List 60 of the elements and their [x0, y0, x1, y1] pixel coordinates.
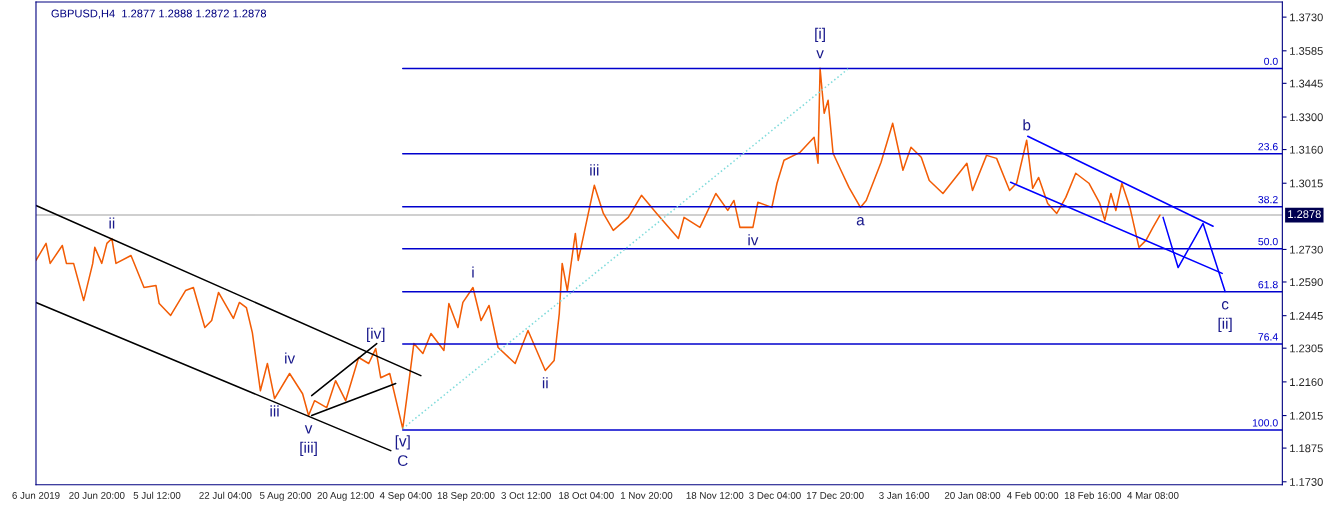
series-label: 23.6: [1258, 142, 1278, 151]
series-label: 61.8: [1258, 280, 1278, 289]
x-tick-label: 4 Feb 00:00: [1006, 491, 1059, 499]
x-tick-label: 18 Nov 12:00: [686, 492, 744, 499]
annotation: a: [856, 217, 865, 226]
x-tick-label: 18 Sep 20:00: [437, 492, 495, 501]
x-tick-label: 4 Sep 04:00: [379, 492, 432, 501]
y-tick-label: 1.1730: [1290, 478, 1323, 486]
annotation: [i]: [815, 27, 825, 43]
x-tick-label: 17 Dec 20:00: [806, 492, 864, 499]
annotation: v: [304, 425, 313, 434]
x-tick-label: 20 Jan 08:00: [944, 492, 1001, 499]
y-tick-label: 1.3585: [1290, 47, 1323, 55]
ref-line-label: 1.2878: [1288, 210, 1321, 219]
annotation: [iv]: [367, 327, 385, 342]
y-tick-label: 1.2160: [1290, 378, 1323, 387]
x-tick-label: 20 Jun 20:00: [69, 492, 125, 499]
y-tick-label: 1.2445: [1290, 311, 1323, 320]
x-tick-label: 22 Jul 04:00: [199, 491, 252, 499]
x-tick-label: 3 Dec 04:00: [749, 492, 801, 499]
annotation: iii: [590, 164, 599, 176]
y-tick-label: 1.3160: [1290, 145, 1323, 154]
series-label: 100.0: [1252, 419, 1278, 427]
x-tick-label: 4 Mar 08:00: [1127, 492, 1179, 499]
x-tick-label: 1 Nov 20:00: [620, 492, 673, 499]
y-tick-label: 1.3730: [1290, 13, 1323, 22]
annotation: C: [398, 455, 408, 467]
x-tick-label: 20 Aug 12:00: [317, 492, 374, 501]
y-tick-label: 1.2305: [1290, 344, 1323, 353]
x-tick-label: 5 Jul 12:00: [133, 491, 181, 499]
annotation: iv: [748, 234, 759, 246]
x-tick-label: 5 Aug 20:00: [259, 492, 312, 501]
annotation: [ii]: [1218, 317, 1232, 332]
annotation: [v]: [395, 435, 410, 450]
y-tick-label: 1.2015: [1290, 411, 1323, 420]
series-label: 76.4: [1258, 333, 1278, 341]
x-tick-label: 18 Feb 16:00: [1064, 491, 1122, 499]
y-tick-label: 1.2730: [1290, 245, 1323, 254]
annotation: ii: [542, 377, 548, 389]
x-tick-label: 3 Oct 12:00: [501, 492, 551, 499]
annotation: iii: [270, 405, 279, 417]
text: GBPUSD,H4 1.2877 1.2888 1.2872 1.2878: [51, 9, 267, 19]
annotation: iv: [285, 352, 296, 364]
x-tick-label: 18 Oct 04:00: [559, 492, 614, 499]
x-tick-label: 6 Jun 2019: [12, 492, 60, 499]
y-tick-label: 1.3015: [1290, 179, 1323, 188]
series-label: 0.0: [1264, 57, 1278, 66]
series-label: 50.0: [1258, 237, 1278, 246]
y-tick-label: 1.3445: [1290, 79, 1323, 88]
annotation: b: [1023, 119, 1031, 131]
series-label: 38.2: [1258, 195, 1278, 204]
x-tick-label: 3 Jan 16:00: [879, 492, 930, 499]
y-tick-label: 1.1875: [1290, 444, 1323, 453]
y-tick-label: 1.2590: [1290, 278, 1323, 287]
annotation: ii: [109, 217, 115, 229]
annotation: v: [816, 50, 824, 59]
annotation: c: [1221, 301, 1229, 310]
y-tick-label: 1.3300: [1290, 113, 1323, 122]
annotation: i: [472, 266, 474, 278]
annotation: [iii]: [300, 441, 317, 457]
